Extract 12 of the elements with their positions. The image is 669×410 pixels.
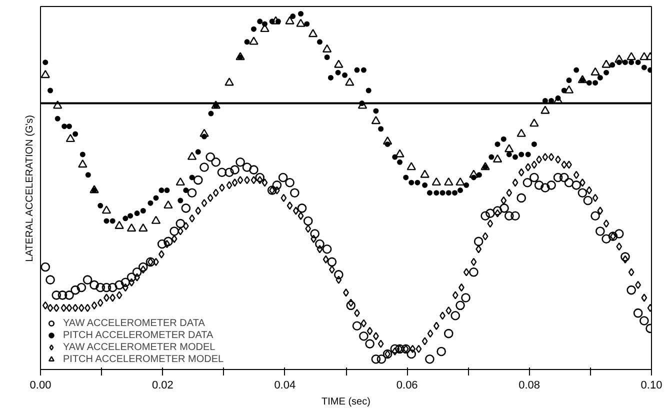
- x-tick-label: 0.02: [152, 380, 174, 392]
- x-tick-label: 0.00: [30, 380, 52, 392]
- legend-label: PITCH ACCELEROMETER MODEL: [63, 353, 224, 365]
- x-axis-title: TIME (sec): [322, 396, 370, 408]
- legend-label: PITCH ACCELEROMETER DATA: [63, 329, 214, 341]
- x-tick-label: 0.08: [518, 380, 540, 392]
- legend-label: YAW ACCELEROMETER MODEL: [63, 341, 216, 353]
- legend-label: YAW ACCELEROMETER DATA: [63, 317, 205, 329]
- x-tick-label: 0.10: [640, 380, 662, 392]
- y-axis-title: LATERAL ACCELERATION (G's): [24, 115, 36, 262]
- x-tick-label: 0.04: [274, 380, 296, 392]
- x-tick-label: 0.06: [396, 380, 418, 392]
